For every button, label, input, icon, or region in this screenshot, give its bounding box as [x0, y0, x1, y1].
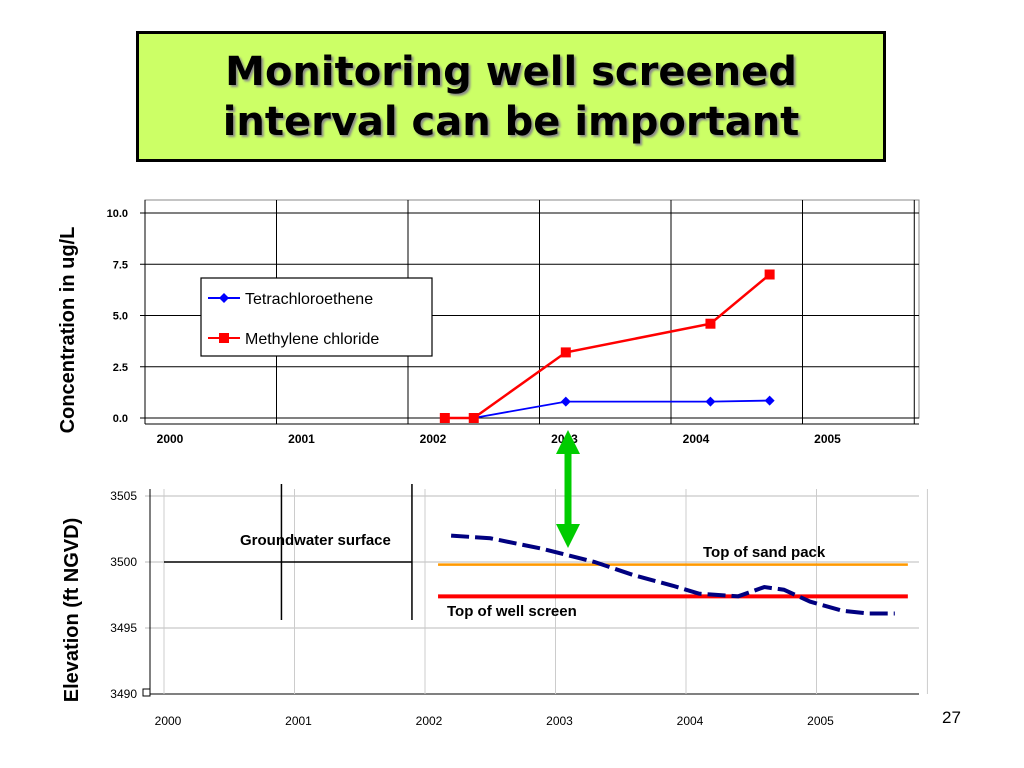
- arrow-head-up: [556, 430, 580, 454]
- data-point-square: [439, 413, 450, 423]
- origin-marker: [142, 688, 151, 697]
- label-groundwater-surface: Groundwater surface: [240, 532, 391, 549]
- y-tick-label-bottom: 3500: [110, 555, 137, 569]
- x-tick-label-top: 2002: [420, 432, 447, 446]
- y-tick-label-top: 10.0: [107, 208, 128, 220]
- title-line-2: interval can be important: [222, 98, 800, 145]
- y-axis-label-bottom: Elevation (ft NGVD): [61, 518, 83, 702]
- x-tick-label-top: 2004: [683, 432, 710, 446]
- y-axis-label-top: Concentration in ug/L: [57, 227, 79, 434]
- title-line-1: Monitoring well screened: [225, 48, 797, 95]
- legend-marker-square: [219, 333, 229, 343]
- x-tick-label-top: 2005: [814, 432, 841, 446]
- y-tick-label-bottom: 3495: [110, 621, 137, 635]
- y-tick-label-top: 7.5: [113, 259, 128, 271]
- y-tick-label-bottom: 3490: [110, 687, 137, 701]
- x-tick-label-bottom: 2003: [546, 714, 573, 728]
- page-number: 27: [942, 708, 961, 727]
- y-tick-label-top: 2.5: [113, 362, 128, 374]
- legend-label-0: Tetrachloroethene: [245, 291, 373, 308]
- x-tick-label-bottom: 2000: [155, 714, 182, 728]
- title-box: Monitoring well screened interval can be…: [136, 31, 886, 162]
- legend-box: [200, 277, 433, 357]
- x-tick-label-top: 2000: [157, 432, 184, 446]
- x-tick-label-bottom: 2005: [807, 714, 834, 728]
- data-point-square: [468, 413, 479, 423]
- label-top-of-sand-pack: Top of sand pack: [703, 544, 826, 561]
- arrow-head-down: [556, 524, 580, 548]
- groundwater-series: [450, 533, 895, 616]
- x-tick-label-top: 2001: [288, 432, 315, 446]
- data-point-diamond: [560, 396, 571, 407]
- data-point-diamond: [705, 396, 716, 407]
- legend-marker-diamond: [219, 293, 229, 303]
- y-tick-label-top: 5.0: [113, 311, 128, 323]
- x-tick-label-bottom: 2001: [285, 714, 312, 728]
- x-tick-label-bottom: 2002: [416, 714, 443, 728]
- label-top-of-well-screen: Top of well screen: [447, 603, 577, 620]
- data-point-diamond: [764, 395, 775, 406]
- data-point-square: [705, 318, 716, 329]
- x-tick-label-bottom: 2004: [677, 714, 704, 728]
- data-point-square: [764, 269, 775, 280]
- legend-label-1: Methylene chloride: [245, 331, 379, 348]
- y-tick-label-top: 0.0: [113, 413, 128, 425]
- y-tick-label-bottom: 3505: [110, 489, 137, 503]
- plot-area-bottom: [150, 489, 919, 694]
- data-point-square: [560, 347, 571, 358]
